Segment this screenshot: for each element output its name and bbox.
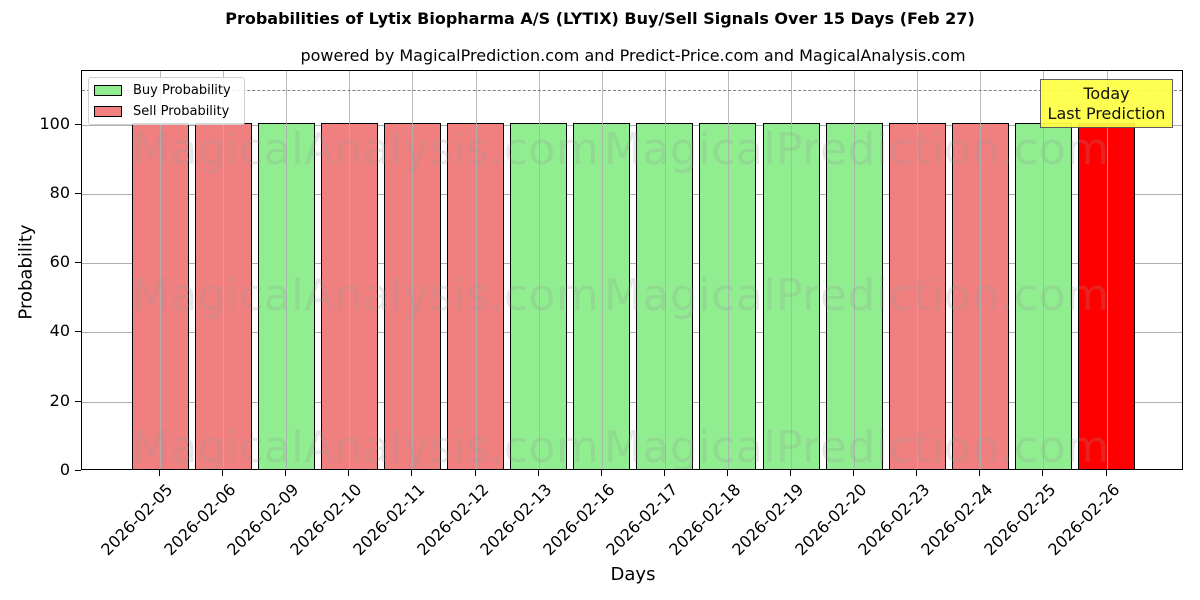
- x-axis-label: Days: [610, 564, 656, 585]
- y-tick-label: 60: [49, 252, 70, 272]
- x-tick: [474, 470, 476, 476]
- sell-swatch-icon: [94, 105, 122, 117]
- threshold-line: [82, 90, 1182, 92]
- x-tick: [537, 470, 539, 476]
- x-tick: [222, 470, 224, 476]
- watermark: MagicalAnalysis.com: [132, 269, 600, 321]
- v-gridline: [727, 71, 729, 469]
- x-tick: [790, 470, 791, 476]
- y-tick-label: 100: [39, 113, 70, 133]
- x-tick: [726, 470, 728, 476]
- y-tick-label: 20: [49, 390, 70, 410]
- x-tick: [285, 470, 287, 476]
- buy-swatch-icon: [94, 84, 122, 96]
- chart-title: Probabilities of Lytix Biopharma A/S (LY…: [225, 9, 975, 28]
- legend-item-sell: Sell Probability: [94, 103, 229, 119]
- v-gridline: [349, 71, 351, 469]
- annotation-line-1: Today: [1083, 84, 1130, 103]
- legend-item-buy: Buy Probability: [94, 82, 231, 98]
- today-annotation: Today Last Prediction: [1040, 79, 1173, 128]
- x-tick: [663, 470, 665, 476]
- h-gridline: [82, 193, 1182, 195]
- v-gridline: [412, 71, 414, 469]
- watermark: MagicalPrediction.com: [604, 422, 1110, 470]
- x-tick: [1042, 470, 1044, 476]
- v-gridline: [160, 71, 161, 469]
- y-tick-label: 80: [49, 182, 70, 202]
- v-gridline: [917, 71, 919, 469]
- watermark: MagicalAnalysis.com: [132, 422, 600, 470]
- x-tick: [853, 470, 855, 476]
- x-tick: [1105, 470, 1107, 476]
- v-gridline: [854, 71, 856, 469]
- y-tick: [75, 331, 81, 333]
- watermark: MagicalPrediction.com: [604, 269, 1110, 321]
- legend-label-sell: Sell Probability: [133, 103, 230, 119]
- y-tick: [75, 400, 81, 402]
- x-tick: [411, 470, 413, 476]
- h-gridline: [82, 124, 1182, 126]
- x-tick: [916, 470, 918, 476]
- x-tick: [979, 470, 981, 476]
- v-gridline: [1106, 71, 1108, 469]
- v-gridline: [286, 71, 288, 469]
- y-tick-label: 40: [49, 321, 70, 341]
- h-gridline: [82, 332, 1182, 334]
- y-tick-label: 0: [59, 460, 70, 479]
- v-gridline: [791, 71, 792, 469]
- watermark: MagicalPrediction.com: [604, 124, 1110, 176]
- plot-area: MagicalAnalysis.com MagicalPrediction.com…: [81, 70, 1183, 470]
- y-tick: [75, 123, 81, 125]
- x-tick: [600, 470, 602, 476]
- chart-subtitle: powered by MagicalPrediction.com and Pre…: [300, 46, 966, 65]
- x-tick: [348, 470, 350, 476]
- v-gridline: [980, 71, 982, 469]
- annotation-line-2: Last Prediction: [1047, 104, 1166, 123]
- v-gridline: [538, 71, 540, 469]
- v-gridline: [601, 71, 603, 469]
- v-gridline: [664, 71, 666, 469]
- h-gridline: [82, 263, 1182, 265]
- v-gridline: [475, 71, 477, 469]
- y-tick: [75, 192, 81, 194]
- h-gridline: [82, 401, 1182, 403]
- y-axis-label: Probability: [15, 224, 37, 320]
- x-tick: [159, 470, 160, 476]
- y-tick: [75, 470, 81, 471]
- v-gridline: [223, 71, 225, 469]
- legend-label-buy: Buy Probability: [133, 82, 231, 98]
- watermark: MagicalAnalysis.com: [132, 124, 600, 176]
- v-gridline: [1043, 71, 1045, 469]
- legend: Buy Probability Sell Probability: [88, 77, 245, 125]
- y-tick: [75, 262, 81, 264]
